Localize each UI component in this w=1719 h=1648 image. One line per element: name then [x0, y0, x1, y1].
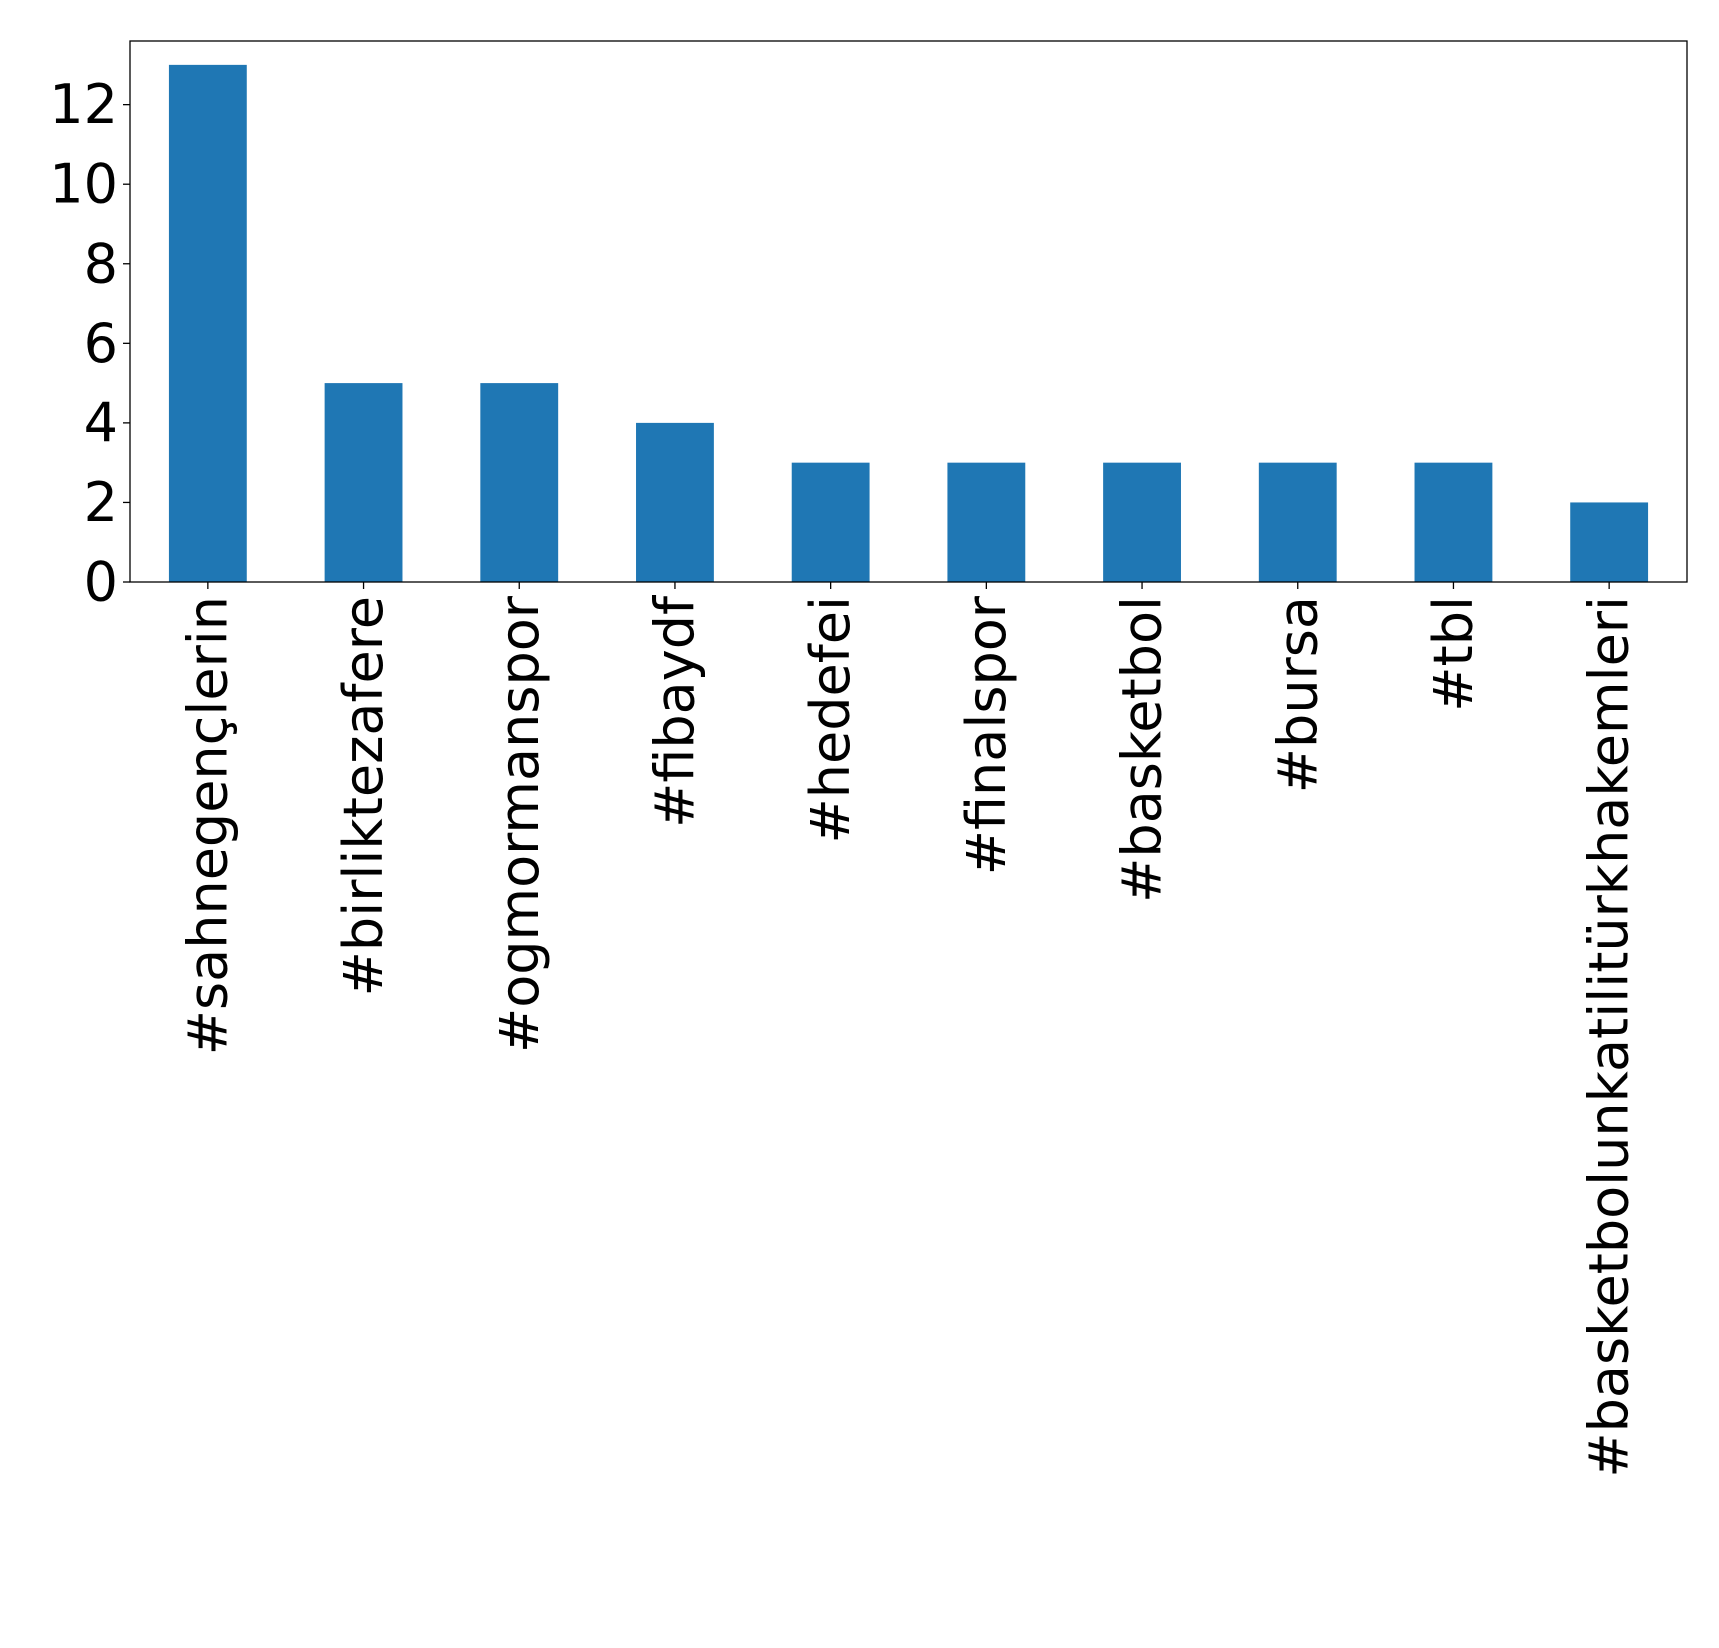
x-tick-label: #tbl: [1422, 596, 1485, 712]
x-axis: #sahnegençlerin #birliktezafere #ogmormans…: [176, 582, 1641, 1478]
x-tick-label: #basketbolunkatilitürkhakemleri: [1578, 596, 1641, 1478]
bar: [791, 462, 870, 582]
x-tick-label: #birliktezafere: [332, 596, 395, 996]
bar: [1414, 462, 1493, 582]
y-tick-label: 4: [84, 391, 118, 454]
bar: [1258, 462, 1337, 582]
x-tick-label: #sahnegençlerin: [176, 596, 239, 1055]
y-tick-label: 0: [84, 551, 118, 614]
bar: [480, 383, 559, 582]
y-tick-label: 12: [49, 73, 118, 136]
bar: [324, 383, 403, 582]
x-tick-label: #finalspor: [955, 595, 1018, 875]
x-tick-label: #bursa: [1266, 596, 1329, 793]
bars: [168, 64, 1649, 582]
y-tick-label: 8: [84, 232, 118, 295]
plot-frame: [129, 40, 1688, 583]
bar: [636, 422, 714, 582]
y-tick-label: 2: [84, 471, 118, 534]
bar: [168, 64, 247, 582]
x-tick-label: #fibaydf: [643, 594, 706, 828]
bar: [947, 462, 1026, 582]
x-tick-label: #hedefei: [799, 596, 862, 843]
y-tick-label: 10: [49, 153, 118, 216]
bar: [1103, 462, 1181, 582]
x-tick-label: #ogmormanspor: [488, 595, 551, 1053]
bar: [1570, 502, 1649, 582]
y-axis: 0 2 4 6 8 10 12: [49, 73, 130, 614]
y-tick-label: 6: [84, 312, 118, 375]
x-tick-label: #basketbol: [1111, 596, 1174, 903]
